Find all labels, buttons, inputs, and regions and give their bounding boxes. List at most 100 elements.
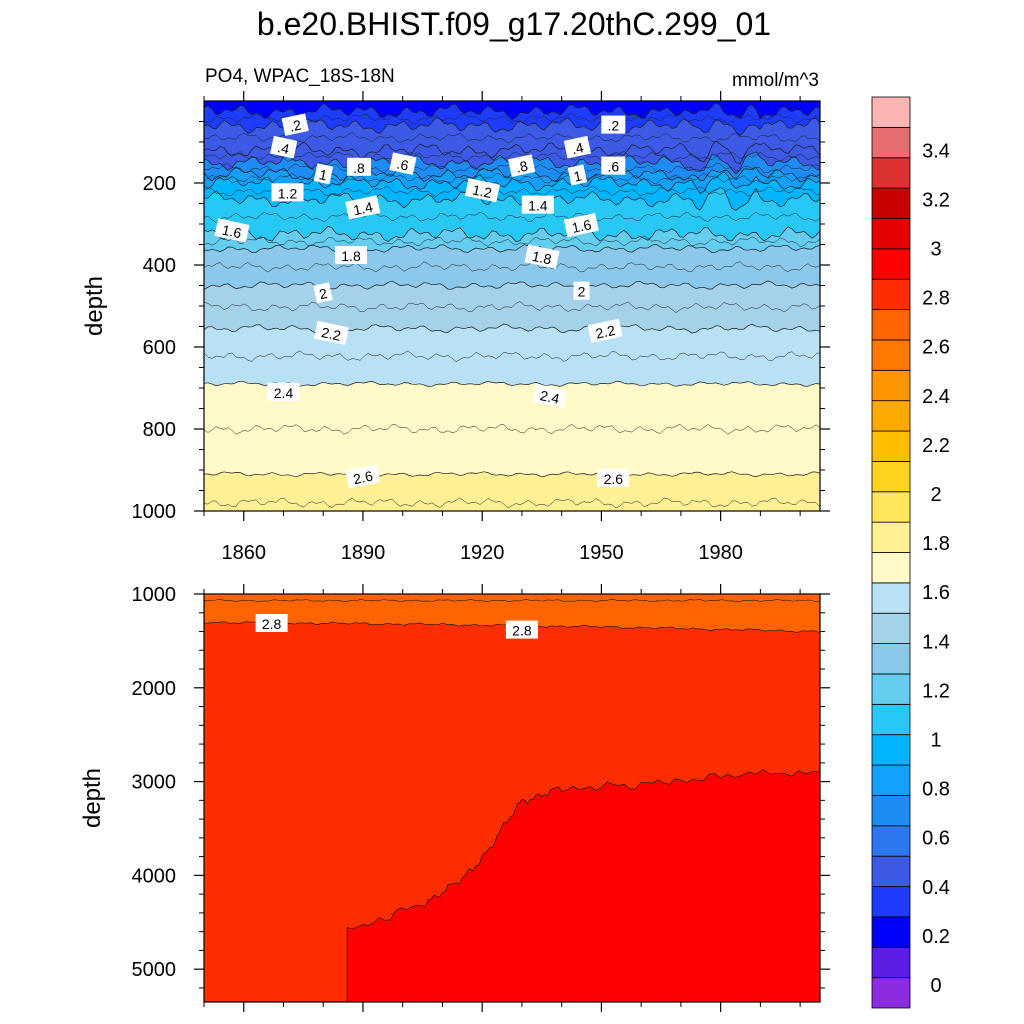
colorbar-label: 1.2: [922, 680, 950, 702]
contour-label: 1: [567, 164, 588, 186]
contour-label-text: 2.8: [512, 623, 532, 639]
colorbar-box: [871, 491, 911, 523]
contour-label-text: 1.2: [471, 181, 494, 201]
contour-label: 1.8: [524, 244, 560, 269]
colorbar-label: 1.6: [922, 582, 950, 604]
contour-label-text: 1.2: [278, 185, 298, 201]
colorbar-box: [871, 673, 911, 705]
colorbar-box: [871, 764, 911, 796]
contour-label: .6: [389, 152, 417, 175]
colorbar-box: [871, 825, 911, 857]
upper-y-tick-label: 600: [143, 337, 176, 359]
upper-contour-line: [203, 132, 821, 144]
contour-label: .6: [601, 156, 626, 175]
lower-y-tick-label: 4000: [132, 865, 177, 887]
colorbar-box: [871, 795, 911, 827]
contour-label-text: .4: [276, 139, 291, 157]
colorbar-box: [871, 552, 911, 584]
upper-contour-line: [204, 471, 821, 478]
colorbar-box: [871, 400, 911, 432]
contour-label: .8: [508, 154, 536, 177]
contour-label-box: [270, 135, 298, 159]
upper-contour-line: [203, 243, 821, 253]
upper-contour-labels: .2 .2 .4 .4 .8 .6 .8 .6 1 1 1.2 1.2 1.4 1.4 1.6 1.6 1.8 1…: [214, 113, 630, 489]
upper-y-tick-label: 200: [143, 173, 176, 195]
colorbar-box: [871, 460, 911, 493]
upper-contour-line: [203, 323, 821, 334]
upper-contour-line: [203, 497, 821, 509]
lower-y-tick-label: 1000: [132, 584, 177, 606]
colorbar-box: [871, 643, 911, 675]
upper-contour-line: [203, 185, 821, 198]
upper-y-axis-label: depth: [81, 276, 108, 336]
contour-label: 2.6: [345, 464, 381, 489]
lower-y-tick-label: 5000: [132, 959, 177, 981]
contour-label: .8: [347, 157, 371, 176]
contour-label-box: [563, 212, 599, 238]
contour-label-text: .6: [607, 159, 619, 175]
contour-label-text: 1.4: [352, 199, 375, 219]
contour-label-text: 1.4: [528, 198, 548, 214]
contour-label-box: [255, 614, 288, 632]
contour-label-box: [347, 157, 371, 176]
contour-label-box: [521, 195, 554, 214]
colorbar-label: 3.4: [922, 140, 950, 162]
lower-contour-line: [203, 598, 820, 603]
contour-label-text: .4: [570, 139, 585, 157]
contour-label-box: [601, 156, 626, 175]
colorbar-label: 2.2: [922, 435, 950, 457]
colorbar-box: [871, 187, 911, 219]
lower-axes: 1000 2000 3000 4000 5000: [132, 584, 830, 1012]
colorbar-label: 1.8: [922, 533, 950, 555]
lower-contour-fill: [204, 594, 820, 1002]
colorbar-label: 2.6: [922, 337, 950, 359]
contour-label-text: .8: [353, 160, 365, 176]
contour-label-text: 1: [318, 166, 329, 183]
upper-contour-line: [203, 235, 821, 247]
upper-contour-line: [203, 140, 821, 164]
upper-contour-line: [203, 424, 821, 435]
colorbar-label: 0.8: [922, 779, 950, 801]
figure-title: b.e20.BHIST.f09_g17.20thC.299_01: [257, 6, 771, 42]
colorbar-box: [871, 734, 911, 766]
lower-y-tick-label: 2000: [132, 678, 177, 700]
colorbar-label: 1: [930, 730, 941, 752]
contour-label-box: [345, 464, 381, 489]
upper-contour-line: [203, 172, 821, 185]
lower-panel: 2.8 2.8 1000 2000 3000 4000 5000 depth: [79, 584, 830, 1012]
colorbar-box: [871, 916, 911, 948]
contour-label-text: .8: [515, 158, 530, 176]
colorbar-box: [871, 521, 911, 553]
contour-label-text: .2: [288, 117, 303, 135]
contour-label-text: 2.4: [274, 385, 294, 401]
colorbar-box: [871, 278, 911, 310]
contour-label-box: [271, 183, 304, 202]
contour-label-box: [524, 244, 560, 269]
upper-contour-line: [203, 211, 821, 223]
contour-label: 1.4: [521, 195, 554, 214]
contour-label-box: [345, 195, 381, 220]
contour-label-box: [389, 152, 417, 175]
colorbar-label: 2.8: [922, 288, 950, 310]
contour-label: 2.2: [587, 318, 623, 343]
contour-label: 2: [313, 282, 333, 304]
contour-label-box: [505, 620, 538, 639]
contour-label: 1.8: [335, 246, 367, 264]
colorbar-label: 1.4: [922, 631, 950, 653]
contour-label-box: [567, 164, 588, 186]
contour-label-box: [313, 282, 333, 304]
contour-label: 1.4: [345, 195, 381, 220]
contour-label-text: 1.6: [570, 216, 593, 236]
contour-label-text: 1.8: [531, 248, 554, 268]
contour-label: 2.2: [313, 320, 349, 346]
contour-label: 1.2: [464, 178, 500, 203]
colorbar-box: [871, 218, 911, 250]
colorbar-box: [871, 96, 911, 128]
contour-label-box: [597, 469, 630, 487]
colorbar-box: [871, 430, 911, 462]
contour-label-box: [335, 246, 367, 264]
upper-right-string: mmol/m^3: [732, 70, 819, 91]
colorbar-box: [871, 977, 911, 1009]
lower-contour-line: [346, 769, 821, 1002]
colorbar-label: 0.2: [922, 926, 950, 948]
